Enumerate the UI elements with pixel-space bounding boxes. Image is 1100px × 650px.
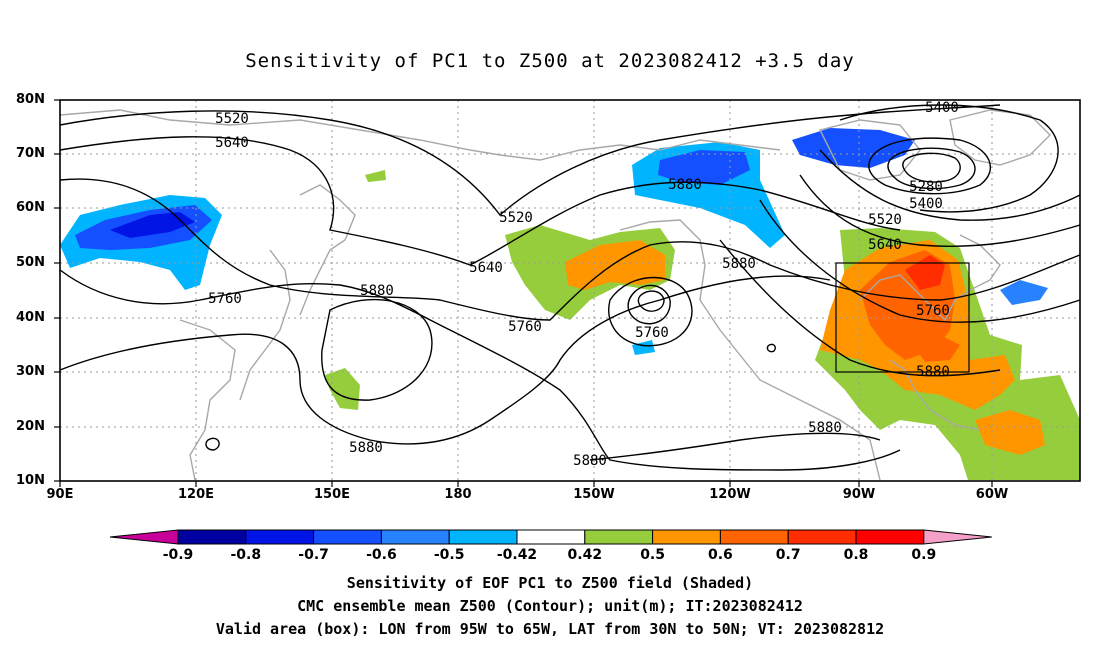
contour-label: 5880	[360, 283, 394, 299]
shade-positive-islands	[325, 368, 360, 410]
contour-label: 5640	[868, 237, 902, 253]
colorbar-swatch	[177, 529, 247, 545]
z500-contours	[59, 104, 1081, 471]
lat-label: 10N	[16, 473, 45, 488]
axis-ticks	[54, 99, 993, 487]
colorbar-swatch	[719, 529, 789, 545]
contour-label: 5880	[808, 420, 842, 436]
lat-label: 60N	[16, 200, 45, 215]
lon-label: 180	[444, 487, 472, 502]
colorbar-swatch	[787, 529, 857, 545]
contour-label: 5640	[469, 260, 503, 276]
colorbar-left-arrow	[109, 529, 179, 545]
colorbar-swatch	[245, 529, 315, 545]
shade-positive-pacific-core	[565, 240, 665, 290]
caption-line-2: CMC ensemble mean Z500 (Contour); unit(m…	[297, 597, 803, 615]
contour-label: 5880	[722, 256, 756, 272]
lon-label: 90W	[842, 487, 876, 502]
colorbar-right-arrow	[923, 529, 992, 545]
colorbar-swatch	[516, 529, 586, 545]
colorbar-tick-label: 0.7	[775, 547, 801, 563]
lat-label: 40N	[16, 310, 45, 325]
contour-label: 5760	[635, 325, 669, 341]
lon-label: 120E	[177, 487, 215, 502]
colorbar-swatch	[584, 529, 654, 545]
colorbar-tick-label: -0.8	[230, 547, 262, 563]
colorbar-swatch	[855, 529, 925, 545]
lat-label: 30N	[16, 364, 45, 379]
contour-label: 5880	[916, 364, 950, 380]
lon-label: 150W	[573, 487, 615, 502]
shade-negative-pacific-inner	[658, 150, 750, 185]
lat-label: 50N	[16, 255, 45, 270]
shade-positive-america-peak	[905, 255, 945, 290]
contour-label: 5520	[868, 212, 902, 228]
shade-negative-asia-core	[110, 212, 195, 238]
colorbar-tick-label: 0.9	[911, 547, 937, 563]
caption-line-3: Valid area (box): LON from 95W to 65W, L…	[215, 620, 885, 638]
colorbar-swatch	[313, 529, 382, 545]
shade-positive-small	[365, 170, 386, 182]
contour-label: 5400	[925, 100, 959, 116]
colorbar-tick-label: -0.5	[433, 547, 465, 563]
caption-line-1: Sensitivity of EOF PC1 to Z500 field (Sh…	[346, 574, 754, 592]
colorbar-tick-label: 0.6	[707, 547, 733, 563]
colorbar	[109, 529, 992, 545]
contour-label: 5640	[215, 135, 249, 151]
lon-label: 90E	[46, 487, 74, 502]
shade-negative-greenland	[792, 128, 915, 168]
colorbar-swatch	[652, 529, 721, 545]
valid-area-box	[835, 262, 970, 373]
colorbar-tick-label: -0.9	[162, 547, 194, 563]
contour-label: 5280	[909, 179, 943, 195]
lat-label: 20N	[16, 419, 45, 434]
contour-label: 5760	[208, 291, 242, 307]
shade-negative-atlantic	[1000, 280, 1048, 305]
contour-label: 5400	[909, 196, 943, 212]
colorbar-tick-label: 0.5	[640, 547, 665, 563]
lat-label: 80N	[16, 92, 45, 107]
contour-label: 5760	[916, 303, 950, 319]
colorbar-tick-label: 0.42	[567, 547, 603, 563]
chart-title: Sensitivity of PC1 to Z500 at 2023082412…	[245, 50, 855, 72]
contour-label: 5520	[499, 210, 533, 226]
lon-label: 60W	[975, 487, 1009, 502]
contour-label: 5760	[508, 319, 542, 335]
shade-negative-small	[632, 340, 655, 355]
colorbar-tick-label: -0.6	[366, 547, 397, 563]
contour-labels: 5520 5640 5760 5880 5880 5640 5520 5760 …	[208, 100, 959, 469]
contour-label: 5880	[349, 440, 383, 456]
lon-label: 150E	[313, 487, 351, 502]
contour-label: 5880	[668, 177, 702, 193]
colorbar-swatch	[380, 529, 450, 545]
contour-label: 5520	[215, 111, 249, 127]
shade-positive-gulf	[910, 335, 960, 362]
colorbar-tick-label: -0.7	[298, 547, 329, 563]
colorbar-tick-label: -0.42	[496, 547, 538, 563]
map-frame	[59, 99, 1081, 482]
lat-label: 70N	[16, 146, 45, 161]
lon-label: 120W	[709, 487, 751, 502]
colorbar-tick-label: 0.8	[843, 547, 869, 563]
contour-label: 5880	[573, 453, 607, 469]
colorbar-swatch	[448, 529, 518, 545]
